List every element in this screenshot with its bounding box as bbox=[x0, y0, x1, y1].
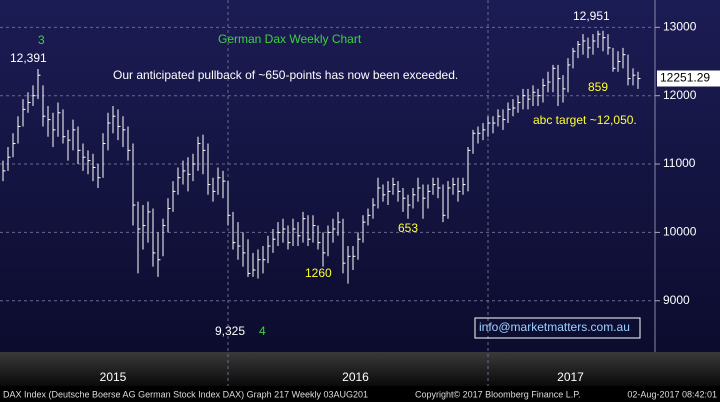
annotation: 4 bbox=[259, 324, 266, 338]
plot-background bbox=[0, 0, 720, 352]
x-tick-label: 2017 bbox=[557, 370, 584, 384]
annotation: 859 bbox=[588, 80, 608, 94]
x-tick-label: 2016 bbox=[342, 370, 369, 384]
x-axis-band bbox=[0, 352, 720, 386]
last-price-box bbox=[657, 70, 720, 87]
footer-center: Copyright© 2017 Bloomberg Finance L.P. bbox=[415, 389, 581, 399]
annotation: 3 bbox=[38, 33, 45, 47]
annotation: abc target ~12,050. bbox=[533, 113, 637, 127]
y-tick-label: 11000 bbox=[663, 156, 696, 170]
y-tick-label: 10000 bbox=[663, 225, 697, 239]
email-box bbox=[474, 317, 641, 339]
annotation: 9,325 bbox=[215, 324, 245, 338]
y-tick-label: 9000 bbox=[663, 293, 690, 307]
footer-right: 02-Aug-2017 08:42:01 bbox=[627, 389, 717, 399]
annotation: Our anticipated pullback of ~650-points … bbox=[113, 68, 458, 82]
annotation: 653 bbox=[398, 221, 418, 235]
y-tick-label: 13000 bbox=[663, 20, 697, 34]
chart-title: German Dax Weekly Chart bbox=[218, 32, 362, 46]
y-tick-label: 12000 bbox=[663, 88, 697, 102]
annotation: 12,951 bbox=[573, 9, 610, 23]
x-tick-label: 2015 bbox=[100, 370, 127, 384]
annotation: 1260 bbox=[305, 266, 332, 280]
email: info@marketmatters.com.au bbox=[479, 320, 630, 334]
annotation: 12,391 bbox=[10, 51, 47, 65]
last-price: 12251.29 bbox=[660, 71, 710, 85]
footer-left: DAX Index (Deutsche Boerse AG German Sto… bbox=[3, 389, 368, 399]
